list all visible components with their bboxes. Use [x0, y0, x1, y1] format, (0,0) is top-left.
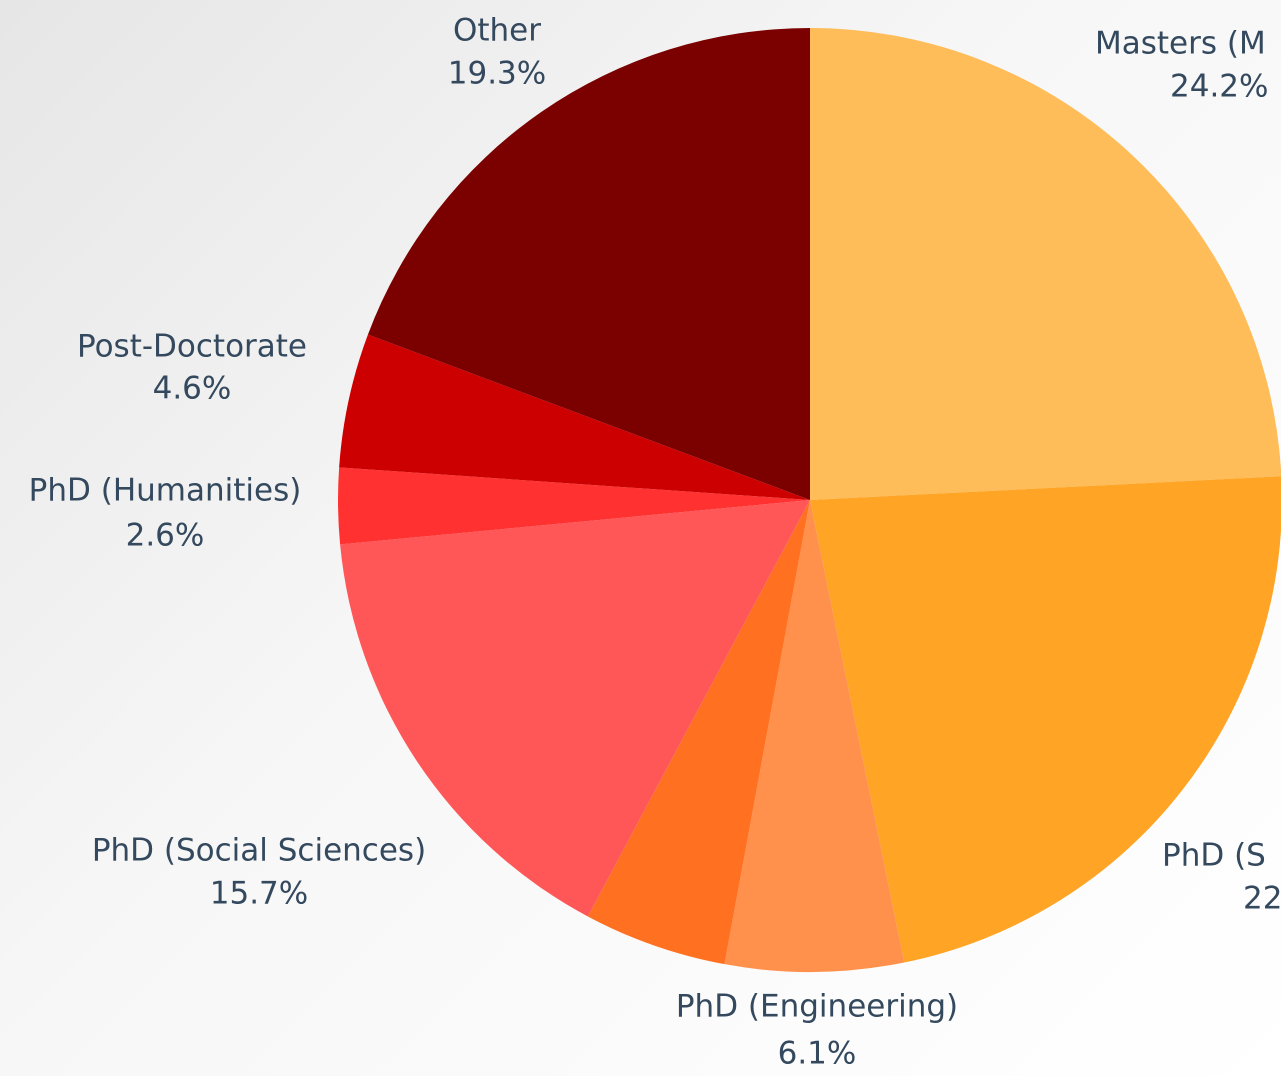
- slice-label: PhD (Humanities): [29, 473, 302, 509]
- pie-slice: [587, 500, 810, 965]
- pie-slice: [810, 28, 1281, 500]
- pie-slice: [367, 28, 810, 500]
- slice-value-label: 2.6%: [126, 518, 205, 554]
- pie-slice: [339, 334, 810, 500]
- pie-slice: [340, 500, 810, 917]
- pie-slice: [810, 476, 1281, 963]
- slice-value-label: 4.6%: [153, 371, 232, 407]
- slice-value-label: 24.2%: [1170, 69, 1268, 105]
- slice-label: PhD (Social Sciences): [92, 833, 426, 869]
- slice-value-label: 19.3%: [448, 56, 546, 92]
- slice-label: Masters (M: [1095, 26, 1266, 62]
- slice-value-label: 22: [1243, 881, 1281, 917]
- pie-slice: [338, 467, 810, 545]
- slice-label: Post-Doctorate: [77, 329, 307, 365]
- slice-value-label: 6.1%: [778, 1036, 857, 1072]
- slice-label: PhD (S: [1162, 838, 1266, 874]
- pie-slice: [724, 500, 905, 973]
- slice-label: PhD (Engineering): [676, 989, 958, 1025]
- slice-label: Other: [453, 13, 541, 49]
- slice-value-label: 15.7%: [210, 876, 308, 912]
